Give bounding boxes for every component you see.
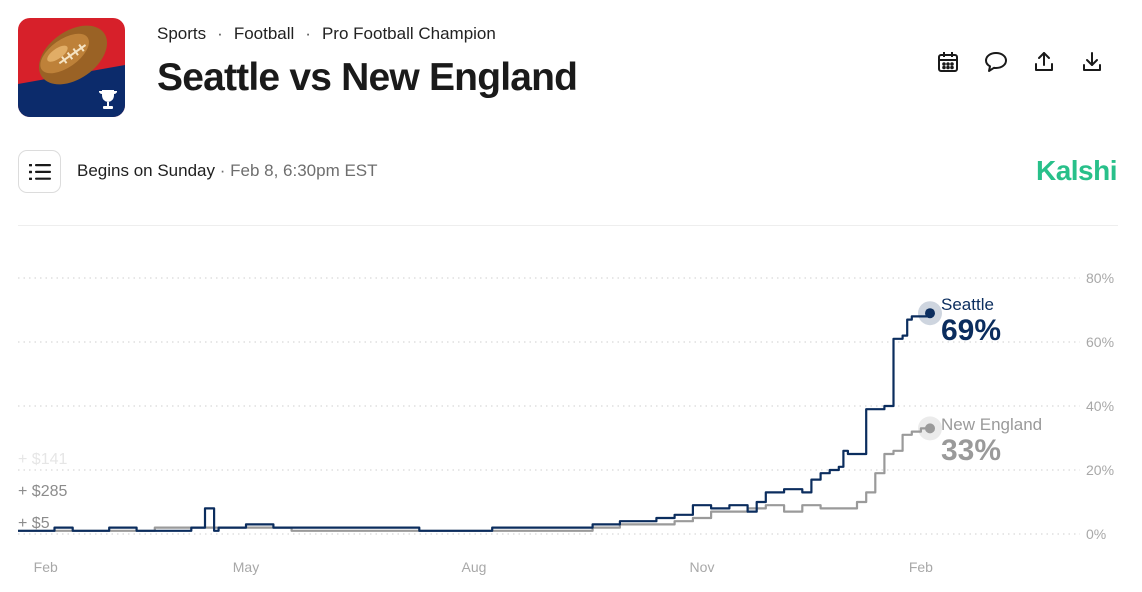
- series-name-label: Seattle: [941, 295, 994, 314]
- download-button[interactable]: [1080, 50, 1104, 74]
- series-line-seattle: [18, 313, 932, 532]
- endpoint-dot: [925, 423, 935, 434]
- breadcrumb-sports[interactable]: Sports: [157, 24, 207, 43]
- share-button[interactable]: [1032, 50, 1056, 74]
- trade-annotation: + $141: [18, 451, 67, 468]
- series-value-label: 69%: [941, 314, 1001, 347]
- comment-button[interactable]: [984, 50, 1008, 74]
- x-tick-label: Aug: [462, 559, 487, 575]
- series-value-label: 33%: [941, 434, 1001, 467]
- divider: [18, 225, 1118, 226]
- download-icon: [1083, 52, 1101, 71]
- breadcrumb-separator: ·: [305, 24, 311, 43]
- price-chart[interactable]: 80% 60% 40% 20% 0% Feb May Aug Nov Feb + $141 + $28…: [0, 240, 1142, 592]
- rules-button[interactable]: [18, 150, 61, 193]
- breadcrumb-football[interactable]: Football: [233, 24, 295, 43]
- y-tick-label: 60%: [1086, 334, 1114, 350]
- x-tick-label: Feb: [909, 559, 933, 575]
- x-tick-label: Feb: [34, 559, 58, 575]
- y-tick-label: 40%: [1086, 398, 1114, 414]
- begins-date: · Feb 8, 6:30pm EST: [215, 161, 378, 180]
- series-line-new-england: [18, 427, 930, 532]
- event-start-info: Begins on Sunday · Feb 8, 6:30pm EST: [77, 161, 378, 181]
- calendar-button[interactable]: [936, 50, 960, 74]
- comment-icon: [985, 52, 1007, 72]
- header-actions: [936, 50, 1104, 74]
- y-tick-label: 20%: [1086, 462, 1114, 478]
- x-tick-label: Nov: [690, 559, 715, 575]
- breadcrumb-pro-football-champion[interactable]: Pro Football Champion: [321, 24, 496, 43]
- calendar-icon: [938, 52, 958, 72]
- trade-annotation: + $5: [18, 515, 50, 532]
- brand-logo[interactable]: Kalshi: [1035, 155, 1118, 186]
- y-tick-label: 0%: [1086, 526, 1106, 542]
- breadcrumb-separator: ·: [217, 24, 223, 43]
- trade-annotation: + $285: [18, 483, 67, 500]
- market-logo: [18, 18, 125, 117]
- football-trophy-icon: [18, 18, 125, 117]
- page-title: Seattle vs New England: [157, 56, 578, 99]
- begins-label: Begins on Sunday: [77, 161, 215, 180]
- breadcrumb: Sports · Football · Pro Football Champio…: [157, 24, 496, 44]
- series-name-label: New England: [941, 415, 1042, 434]
- share-icon: [1035, 52, 1053, 71]
- y-tick-label: 80%: [1086, 270, 1114, 286]
- x-tick-label: May: [233, 559, 259, 575]
- list-icon: [28, 163, 51, 180]
- endpoint-dot: [925, 308, 935, 319]
